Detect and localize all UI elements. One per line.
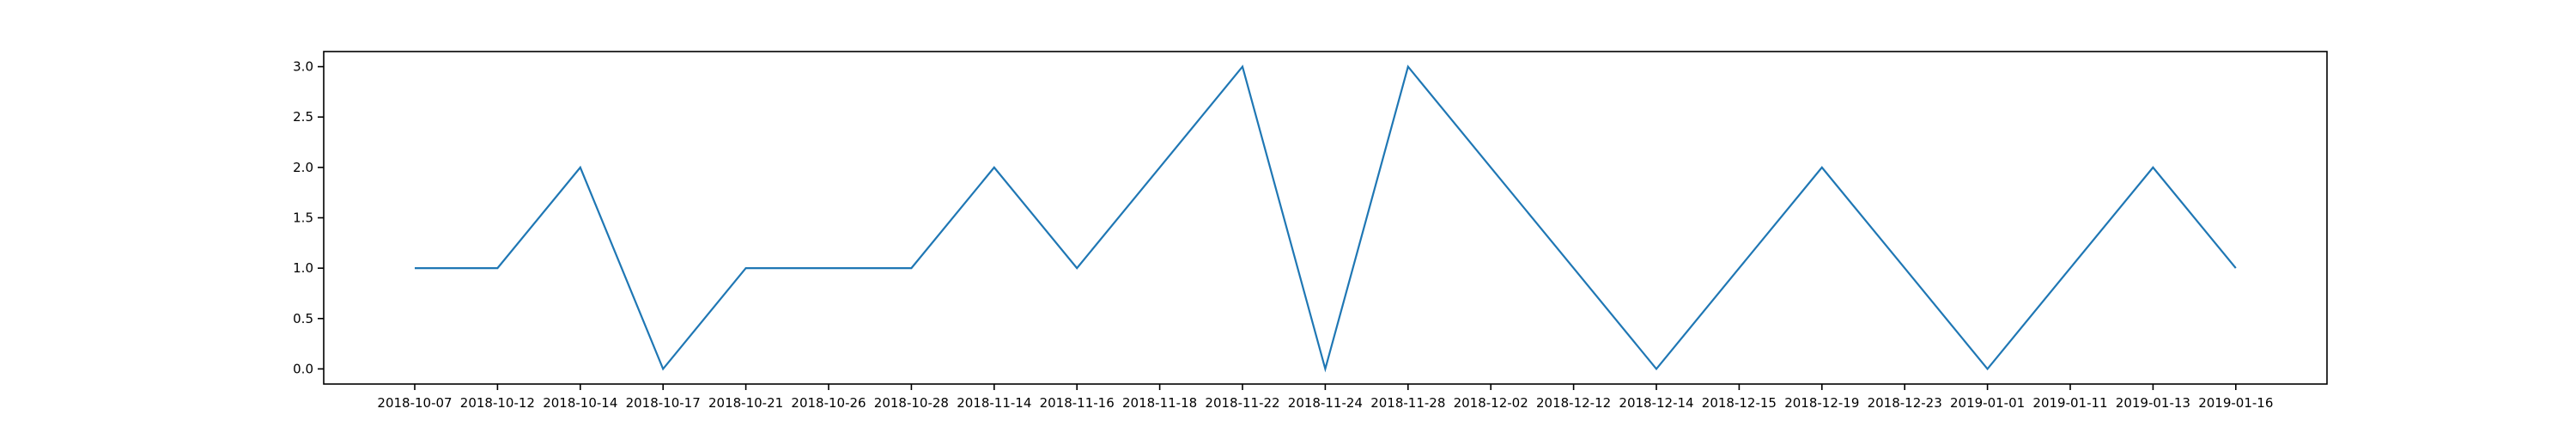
y-tick-label: 0.0: [293, 361, 313, 376]
x-tick-label: 2019-01-11: [2032, 395, 2107, 411]
x-tick-label: 2018-12-02: [1454, 395, 1528, 411]
x-tick-label: 2018-11-14: [957, 395, 1031, 411]
x-tick-label: 2018-12-19: [1784, 395, 1859, 411]
x-tick-label: 2019-01-16: [2198, 395, 2273, 411]
x-tick-label: 2018-10-14: [543, 395, 617, 411]
x-tick-label: 2018-11-24: [1288, 395, 1363, 411]
x-tick-label: 2018-12-14: [1619, 395, 1693, 411]
x-tick-label: 2018-11-22: [1205, 395, 1279, 411]
x-tick-label: 2018-10-12: [460, 395, 535, 411]
x-tick-label: 2018-10-07: [377, 395, 452, 411]
y-axis: 0.0 0.5 1.0 1.5 2.0 2.5 3.0: [293, 59, 324, 377]
y-tick-label: 2.0: [293, 160, 313, 175]
plot-area-frame: [324, 52, 2327, 384]
x-tick-label: 2018-11-16: [1040, 395, 1115, 411]
x-tick-label: 2018-12-23: [1868, 395, 1942, 411]
x-tick-label: 2018-11-28: [1370, 395, 1445, 411]
y-tick-label: 1.5: [293, 210, 313, 226]
y-tick-label: 3.0: [293, 59, 313, 75]
x-tick-label: 2018-10-21: [708, 395, 783, 411]
y-tick-label: 2.5: [293, 109, 313, 125]
y-tick-label: 1.0: [293, 260, 313, 276]
y-tick-label: 0.5: [293, 311, 313, 326]
x-tick-label: 2019-01-13: [2116, 395, 2190, 411]
x-tick-label: 2018-12-15: [1702, 395, 1777, 411]
x-tick-label: 2018-12-12: [1536, 395, 1611, 411]
x-tick-label: 2018-10-17: [626, 395, 701, 411]
x-tick-label: 2019-01-01: [1950, 395, 2025, 411]
x-tick-label: 2018-10-28: [874, 395, 949, 411]
x-axis: 2018-10-07 2018-10-12 2018-10-14 2018-10-17…: [377, 384, 2273, 411]
x-tick-label: 2018-10-26: [791, 395, 866, 411]
x-tick-label: 2018-11-18: [1122, 395, 1197, 411]
